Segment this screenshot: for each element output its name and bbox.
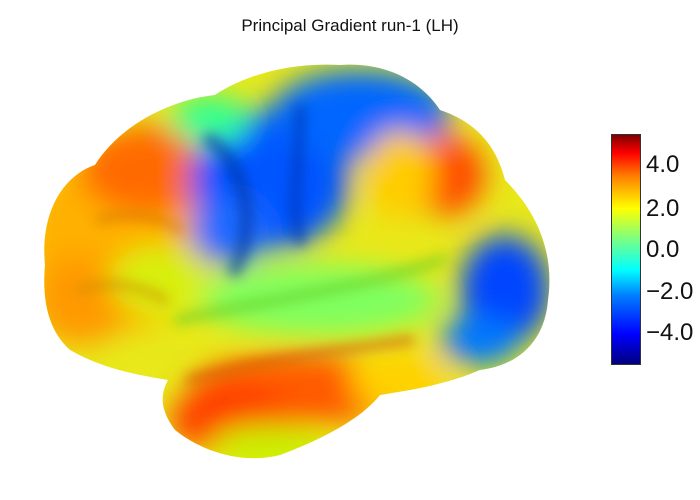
colorbar-tick-neg4: −4.0 <box>646 319 694 346</box>
colorbar-tick-neg2: −2.0 <box>646 278 694 305</box>
colorbar-tick-2: 2.0 <box>646 195 680 222</box>
colorbar-tick-0: 0.0 <box>646 236 680 263</box>
colorbar <box>611 134 641 365</box>
plot-title: Principal Gradient run-1 (LH) <box>241 16 459 35</box>
colorbar-tick-4: 4.0 <box>646 151 680 178</box>
